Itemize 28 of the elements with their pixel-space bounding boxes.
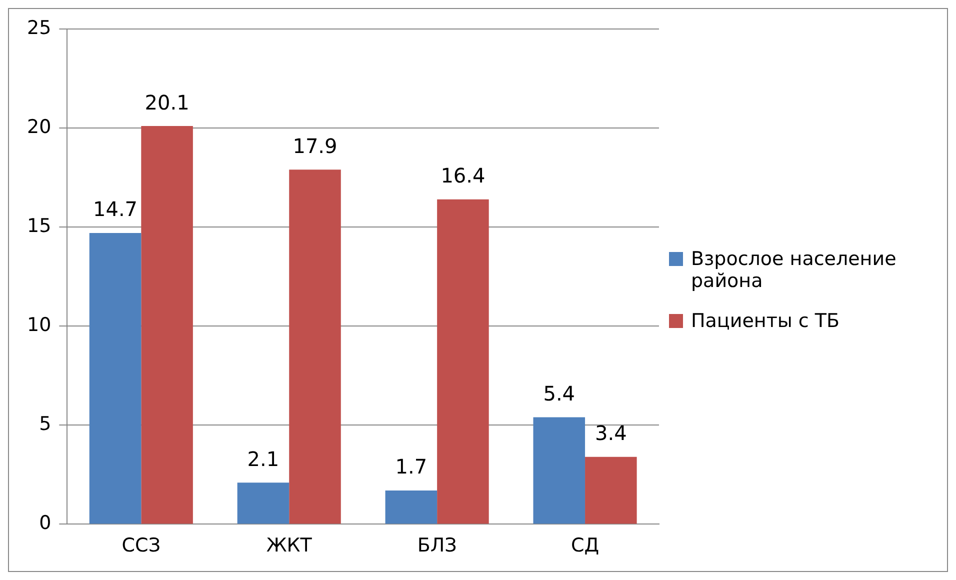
legend-label: Взрослое население района bbox=[691, 248, 898, 292]
bar bbox=[237, 482, 290, 524]
x-tick-label: СД bbox=[570, 534, 600, 557]
bar bbox=[289, 170, 341, 524]
data-label: 20.1 bbox=[144, 90, 190, 114]
legend-label: Пациенты с ТБ bbox=[691, 310, 840, 332]
bar bbox=[89, 233, 142, 524]
y-tick-label: 10 bbox=[26, 314, 52, 336]
y-tick-label: 5 bbox=[39, 413, 52, 436]
data-label: 2.1 bbox=[247, 446, 280, 471]
y-tick-label: 25 bbox=[26, 16, 52, 39]
y-tick-label: 0 bbox=[39, 512, 52, 534]
bar bbox=[141, 126, 193, 524]
y-tick-label: 20 bbox=[26, 116, 52, 138]
x-tick-label: ССЗ bbox=[122, 534, 161, 557]
bar bbox=[585, 456, 637, 524]
data-label: 17.9 bbox=[292, 134, 338, 158]
data-label: 5.4 bbox=[543, 381, 576, 406]
bar bbox=[533, 417, 586, 524]
data-label: 16.4 bbox=[440, 164, 486, 188]
x-tick-label: ЖКТ bbox=[266, 534, 312, 557]
y-tick-label: 15 bbox=[26, 215, 52, 238]
x-tick-label: БЛЗ bbox=[417, 534, 457, 557]
bar bbox=[437, 199, 489, 524]
data-label: 14.7 bbox=[92, 197, 138, 222]
bar bbox=[385, 490, 438, 524]
data-label: 3.4 bbox=[595, 421, 627, 446]
data-label: 1.7 bbox=[395, 454, 428, 479]
